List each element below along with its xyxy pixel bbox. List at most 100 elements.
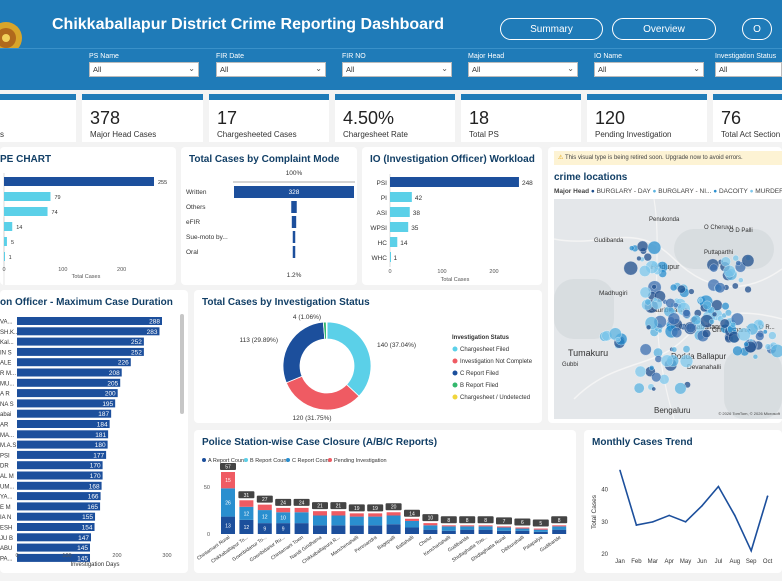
category-label: Sue-moto by...	[186, 234, 228, 241]
type-bar-chart[interactable]: 255 79 74 14 5 10 100 200 Total Cases	[0, 147, 176, 285]
tick-label: 40	[601, 488, 608, 494]
crime-location-marker	[762, 329, 768, 335]
stacked-bar-segment	[276, 512, 291, 524]
max-duration-bar-chart[interactable]: VA... 288 SH.K... 283 Kal... 252 IN S 252 ALE 226…	[0, 290, 188, 573]
monthly-cases-line-chart[interactable]: 40 30 20 Total Cases Jan Feb Mar Apr May Jun Jul Au…	[584, 430, 782, 573]
total-label: 5	[539, 521, 542, 527]
legend-marker	[452, 382, 458, 388]
bar	[4, 207, 48, 216]
fir-date-dropdown[interactable]: All ⌄	[216, 62, 326, 77]
filter-label: Investigation Status	[715, 53, 777, 60]
month-label: Jun	[697, 559, 707, 565]
ps-closure-stacked-bar-chart[interactable]: A Report Count B Report Count C Report Cou…	[194, 430, 576, 573]
bottom-percent-label: 1.2%	[287, 272, 302, 279]
stacked-bar-segment	[313, 515, 327, 526]
io-name-dropdown[interactable]: All ⌄	[594, 62, 704, 77]
category-label: Others	[186, 204, 206, 211]
crime-map-panel: ⚠ This visual type is being retired soon…	[548, 147, 782, 423]
bar	[17, 399, 116, 408]
data-point	[766, 495, 769, 497]
crime-location-marker	[636, 255, 642, 261]
stacked-bar-segment	[349, 525, 364, 534]
donut-slice	[282, 321, 326, 384]
major-head-dropdown[interactable]: All ⌄	[468, 62, 578, 77]
filter-io-name: IO Name All ⌄	[594, 53, 704, 77]
crime-location-marker	[744, 286, 752, 293]
funnel-bar	[234, 186, 354, 198]
district-emblem-logo	[0, 22, 22, 54]
bar	[17, 523, 95, 531]
nav-button-partial[interactable]: O	[742, 18, 772, 40]
tick-label: 50	[204, 485, 210, 491]
legend-item: ● BURGLARY - DAY	[590, 188, 653, 195]
kpi-caption: Total PS	[469, 130, 499, 139]
crime-location-marker	[714, 282, 726, 294]
funnel-bar	[292, 246, 296, 258]
chevron-down-icon: ⌄	[441, 64, 448, 73]
bar	[17, 502, 101, 511]
total-label: 8	[484, 518, 487, 524]
data-label: 165	[87, 504, 98, 511]
officer-label: VA...	[0, 320, 13, 326]
stacked-bar-segment	[349, 513, 364, 517]
data-point	[668, 514, 670, 517]
legend-label: B Report Count	[250, 458, 288, 464]
stacked-bar-segment	[497, 530, 511, 534]
category-label: ASI	[377, 210, 388, 217]
kpi-caption: Pending Investigation	[595, 130, 672, 139]
crime-location-marker	[674, 382, 687, 395]
data-label: 145	[77, 545, 88, 552]
crime-location-marker	[652, 297, 658, 302]
data-point	[734, 514, 736, 517]
stacked-bar-segment	[497, 527, 511, 531]
data-label: 5	[11, 240, 14, 246]
officer-label: A R	[0, 392, 10, 398]
crime-location-marker	[764, 343, 772, 350]
fir-no-dropdown[interactable]: All ⌄	[342, 62, 452, 77]
investigation-status-dropdown[interactable]: All	[715, 62, 782, 77]
crime-location-marker	[732, 345, 743, 356]
road	[554, 236, 782, 288]
stacked-bar-segment	[405, 520, 419, 528]
complaint-mode-funnel-chart[interactable]: 100% 1.2% Written 328 Others eFIR Sue-moto b…	[181, 147, 357, 285]
io-workload-bar-chart[interactable]: PSI 248 PI 42 ASI 38 WPSI 35 HC 14 WHC 1 0 100 200 Tota…	[362, 147, 542, 285]
crime-location-marker	[615, 336, 621, 343]
total-label: 6	[521, 520, 524, 526]
bar	[17, 368, 122, 377]
officer-label: MA...	[0, 433, 14, 439]
total-label: 57	[225, 465, 231, 471]
legend-label: C Report Filed	[460, 371, 499, 377]
total-label: 21	[336, 504, 342, 510]
bar	[17, 337, 144, 346]
ps-name-dropdown[interactable]: All ⌄	[89, 62, 199, 77]
bar	[17, 358, 131, 367]
data-label: 1	[394, 255, 398, 262]
total-badge	[385, 503, 402, 511]
data-label: 168	[89, 483, 100, 490]
io-duration-panel: on Officer - Maximum Case Duration VA...…	[0, 290, 188, 573]
bar	[390, 222, 409, 232]
panel-title: PE CHART	[0, 154, 52, 165]
bar	[4, 177, 154, 186]
data-label: 226	[118, 360, 129, 367]
legend-label: Pending Investigation	[334, 458, 387, 464]
crime-location-marker	[770, 344, 782, 358]
kpi-value: 120	[595, 108, 626, 128]
month-label: Jul	[715, 559, 723, 565]
summary-button[interactable]: Summary	[500, 18, 603, 40]
stacked-bar-segment	[478, 525, 493, 527]
bar	[390, 192, 412, 202]
stacked-bar-segment	[441, 526, 456, 531]
crime-location-marker	[679, 354, 694, 368]
investigation-status-donut[interactable]: Investigation Status 140 (37.04%) 120 (31…	[194, 290, 542, 423]
bar	[17, 512, 96, 521]
overview-button[interactable]: Overview	[612, 18, 716, 40]
segment-label: 9	[263, 527, 266, 533]
scrollbar[interactable]	[180, 314, 184, 414]
crime-location-marker	[654, 355, 663, 363]
filter-fir-date: FIR Date All ⌄	[216, 53, 326, 77]
total-label: 14	[409, 511, 415, 517]
data-label: 154	[82, 525, 93, 532]
total-badge	[477, 516, 494, 524]
